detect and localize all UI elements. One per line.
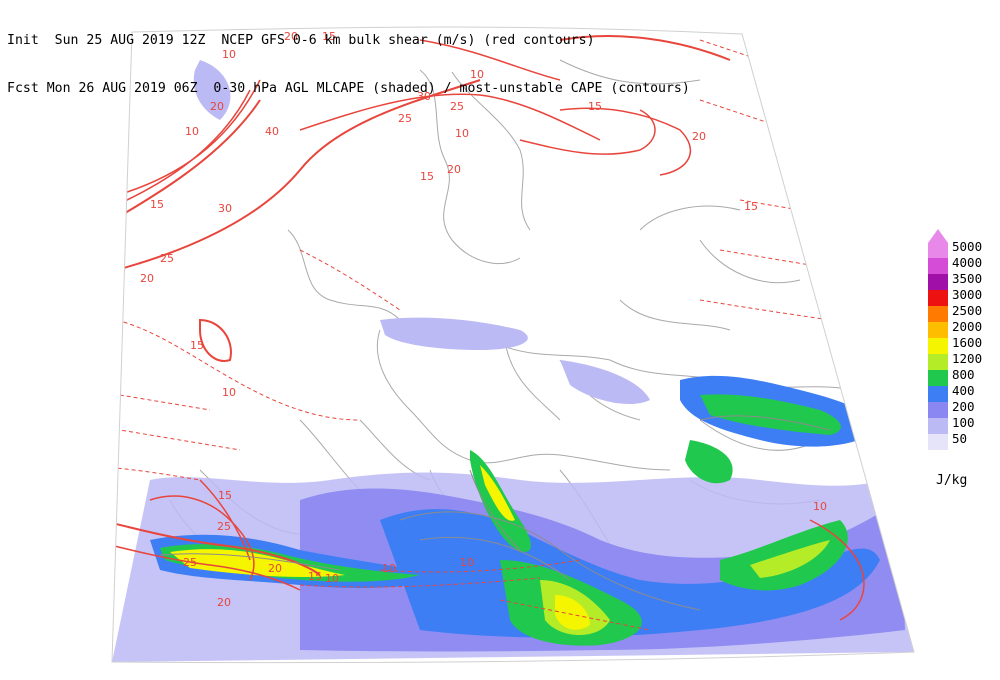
forecast-line: Fcst Mon 26 AUG 2019 06Z 0-30 hPa AGL ML… — [7, 81, 690, 96]
legend-label: 1200 — [952, 351, 983, 366]
shear-label: 20 — [217, 596, 231, 609]
legend-label: 800 — [952, 367, 975, 382]
cape-shading — [112, 60, 914, 662]
shear-label: 15 — [308, 570, 322, 583]
legend-swatch — [928, 322, 948, 338]
shear-label: 20 — [58, 522, 72, 535]
shear-label: 10 — [470, 68, 484, 81]
legend-label: 2500 — [952, 303, 983, 318]
shear-label: 15 — [322, 30, 336, 43]
shear-label: 25 — [398, 112, 412, 125]
shear-label: 30 — [417, 90, 431, 103]
shear-label: 10 — [382, 562, 396, 575]
legend-swatch — [928, 402, 948, 418]
shear-label: 35 — [18, 286, 32, 299]
shear-label: 10 — [185, 125, 199, 138]
legend-label: 4000 — [952, 255, 983, 270]
shear-label: 20 — [210, 100, 224, 113]
shear-label: 20 — [447, 163, 461, 176]
legend-swatch — [928, 243, 948, 259]
shear-label: 25 — [183, 556, 197, 569]
shear-label: 15 — [218, 489, 232, 502]
legend-label: 50 — [952, 431, 968, 446]
legend-swatch — [928, 354, 948, 370]
legend-label: 2000 — [952, 319, 983, 334]
shear-label: 15 — [744, 200, 758, 213]
shear-label: 20 — [284, 30, 298, 43]
map-header: Init Sun 25 AUG 2019 12Z NCEP GFS 0-6 km… — [7, 1, 690, 113]
shear-label: 10 — [460, 556, 474, 569]
cape-contours — [159, 415, 831, 611]
shear-label: 10 — [60, 330, 74, 343]
shear-label: 15 — [588, 100, 602, 113]
legend-swatch — [928, 274, 948, 290]
legend-label: 5000 — [952, 239, 983, 254]
shear-label: 20 — [268, 562, 282, 575]
shear-contour-labels: 10 15 20 25 30 35 40 20 15 10 10 15 20 2… — [18, 30, 844, 609]
shear-label: 30 — [218, 202, 232, 215]
shear-label: 10 — [222, 386, 236, 399]
shear-label: 25 — [450, 100, 464, 113]
shear-label: 10 — [813, 500, 827, 513]
legend-label: 100 — [952, 415, 975, 430]
shear-contours — [112, 35, 865, 621]
legend-swatch — [928, 258, 948, 274]
shear-label: 15 — [190, 339, 204, 352]
shear-label: 10 — [830, 312, 844, 325]
legend-label: 3000 — [952, 287, 983, 302]
legend-label: 400 — [952, 383, 975, 398]
shear-label: 10 — [325, 572, 339, 585]
shear-label: 25 — [160, 252, 174, 265]
legend-swatch — [928, 370, 948, 386]
legend-swatch — [928, 338, 948, 354]
shear-label: 25 — [217, 520, 231, 533]
init-line: Init Sun 25 AUG 2019 12Z NCEP GFS 0-6 km… — [7, 33, 595, 48]
shear-label: 10 — [455, 127, 469, 140]
legend-label: 3500 — [952, 271, 983, 286]
legend-label: 1600 — [952, 335, 983, 350]
shear-label: 15 — [150, 198, 164, 211]
legend-label: 200 — [952, 399, 975, 414]
map-domain-outline — [111, 26, 915, 664]
shear-label: 20 — [140, 272, 154, 285]
legend-unit: J/kg — [936, 473, 968, 488]
legend-overflow-triangle — [928, 229, 948, 243]
shear-label: 10 — [222, 48, 236, 61]
shear-label: 20 — [692, 130, 706, 143]
legend-swatch — [928, 290, 948, 306]
shear-label: 40 — [265, 125, 279, 138]
shear-label: 15 — [420, 170, 434, 183]
shear-label: 15 — [27, 480, 41, 493]
legend-swatch — [928, 386, 948, 402]
legend-swatch — [928, 418, 948, 434]
legend-swatch — [928, 434, 948, 450]
legend-swatch — [928, 306, 948, 322]
